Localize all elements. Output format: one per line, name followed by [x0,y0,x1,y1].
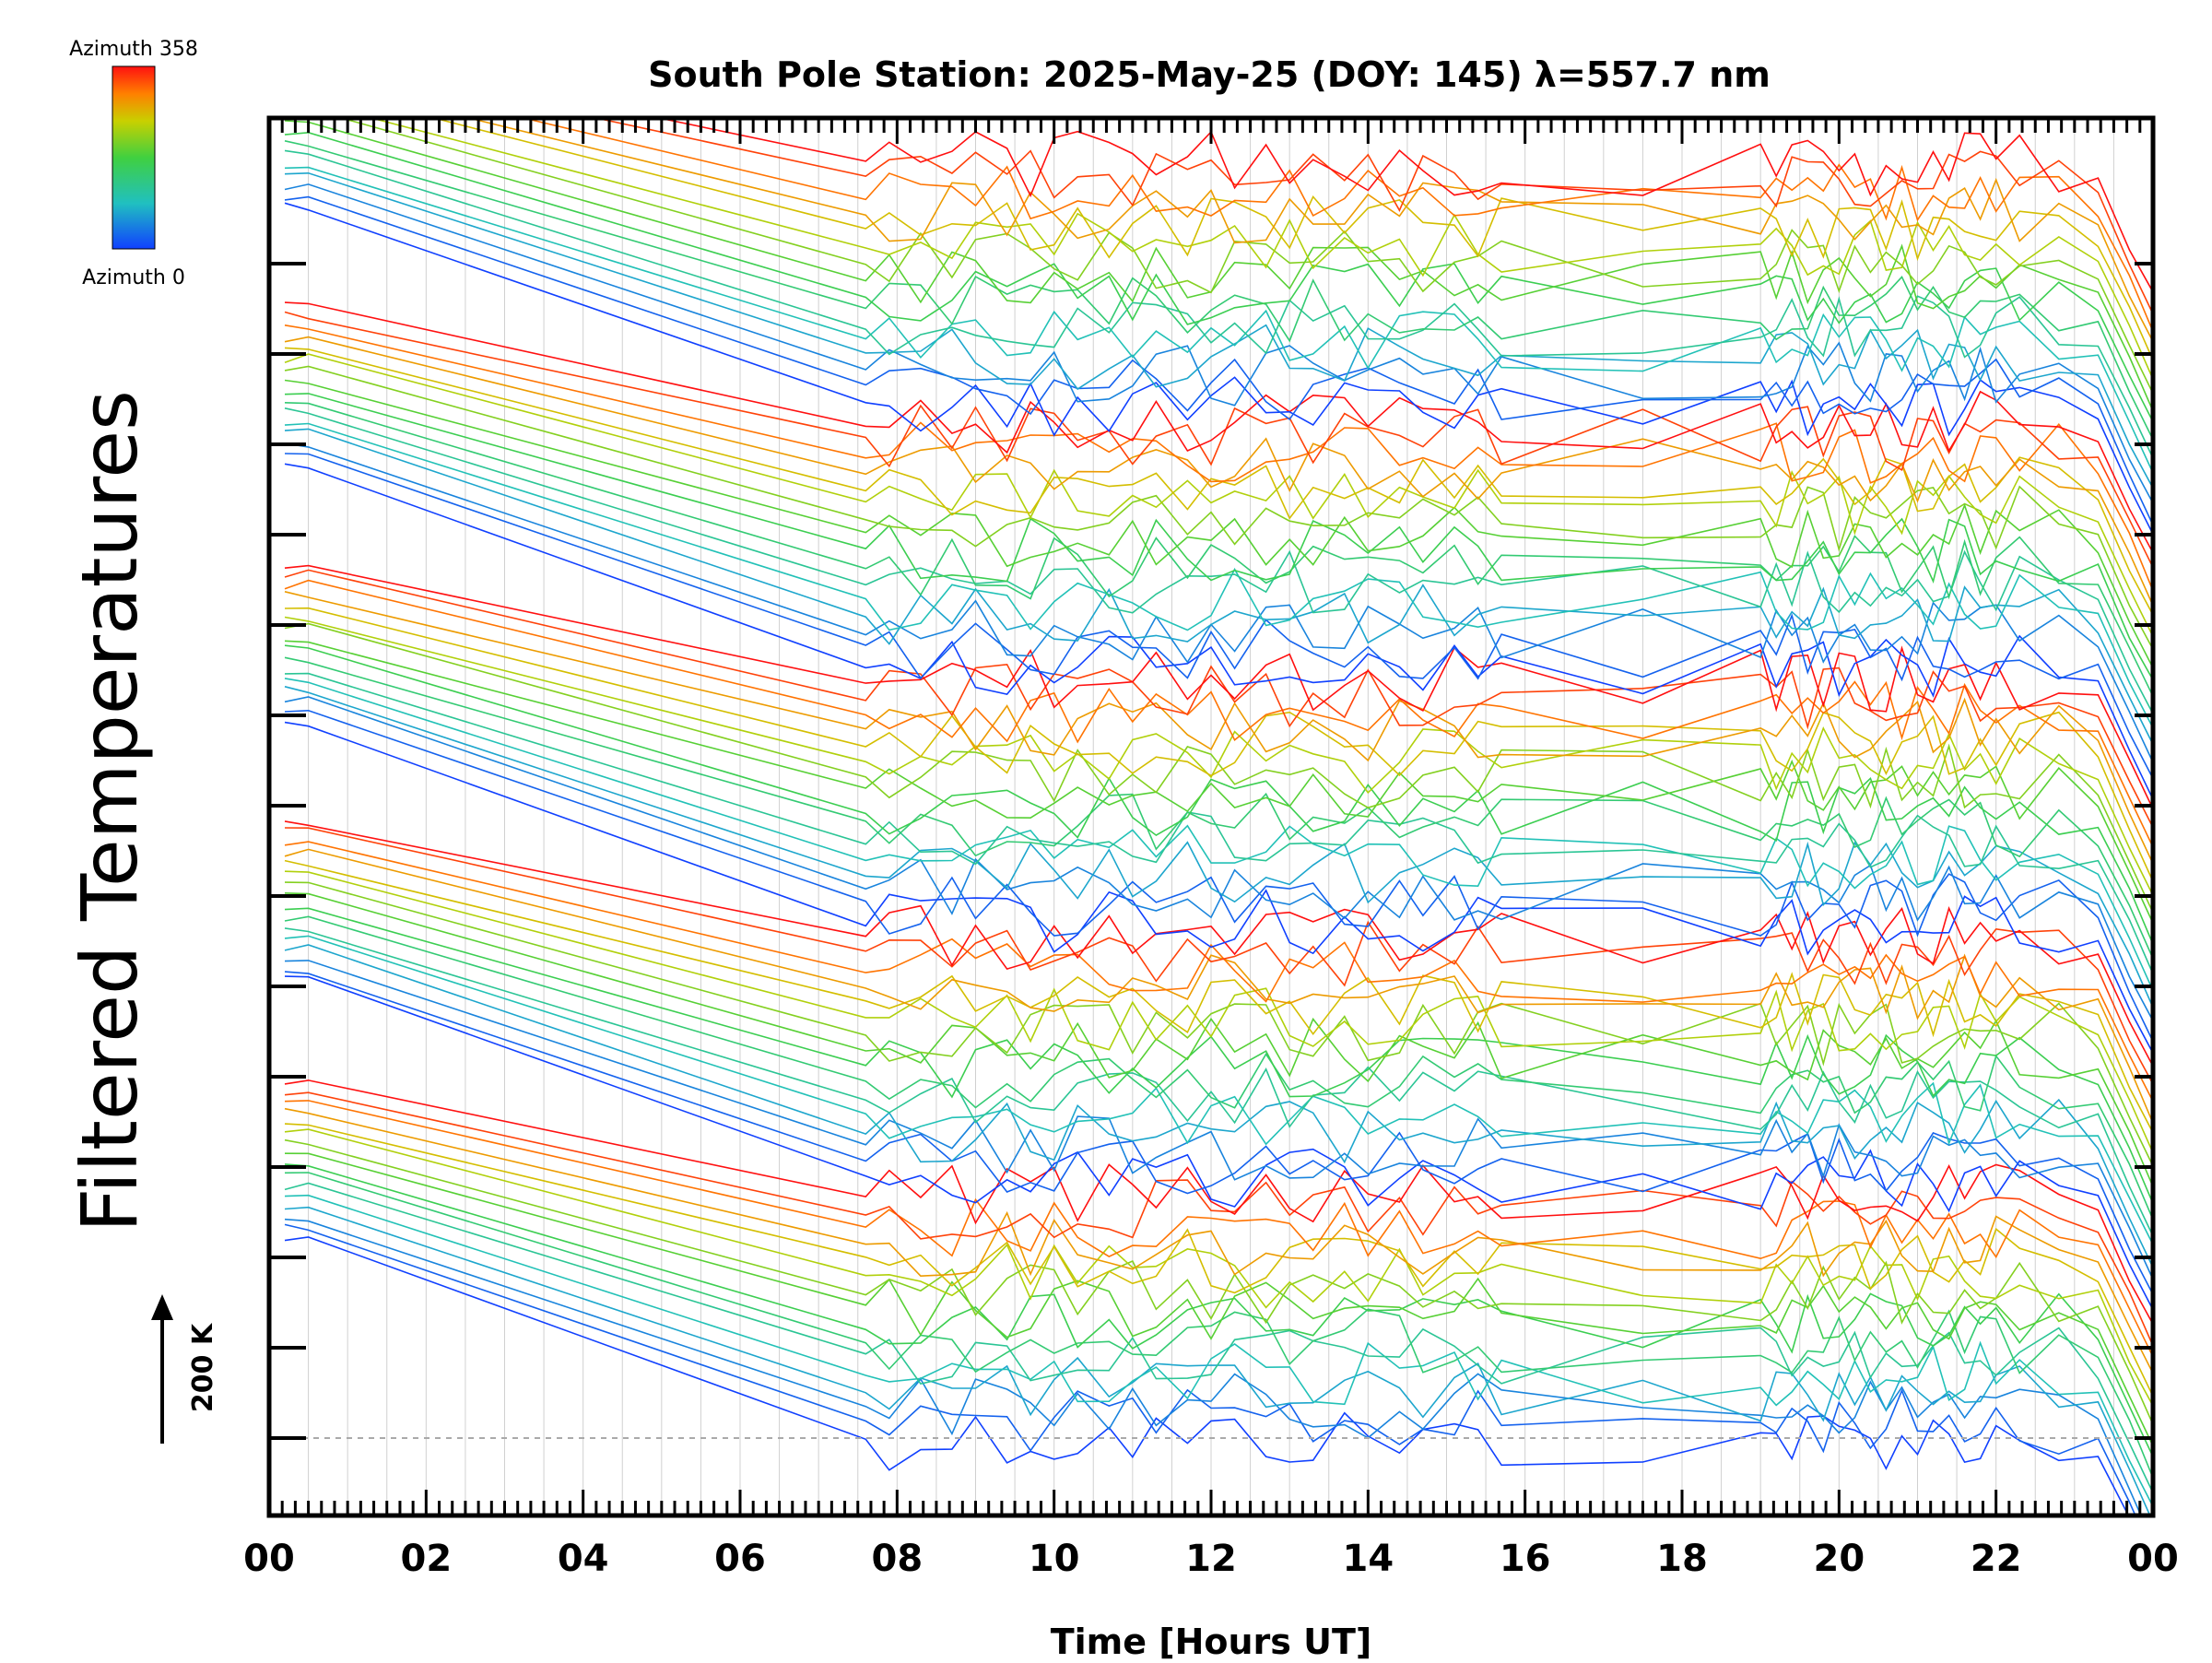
series-line [284,975,2153,1311]
series-line [284,721,2153,1054]
series-line [284,407,2153,714]
series-line [284,579,2153,848]
series-line [284,1182,2153,1493]
x-tick-label: 02 [400,1538,452,1580]
series-line [284,1128,2153,1407]
series-line [284,827,2153,1085]
series-line [284,428,2153,745]
series-line [284,591,2153,865]
series-line [284,453,2153,779]
series-line [284,1138,2153,1425]
chart-title: South Pole Station: 2025-May-25 (DOY: 14… [648,54,1771,95]
series-line [284,870,2153,1154]
series-line [284,892,2153,1187]
series-line [284,1218,2142,1516]
x-axis-label: Time [Hours UT] [1051,1622,1372,1659]
series-line [284,696,2153,1021]
series-line [284,442,2153,763]
series-line [284,353,2153,637]
series-line [284,120,2153,412]
series-line [284,301,2153,554]
series-line [284,131,2153,422]
series-line [284,607,2153,882]
series-line [284,183,2153,504]
x-tick-labels: 00 02 04 06 08 10 12 14 16 18 20 22 00 [243,1538,2179,1580]
series-line [284,644,2153,945]
series-line [284,960,2153,1280]
series-line [593,118,2153,314]
series-line [284,686,2153,1008]
series-line [284,324,2153,592]
series-line [284,1206,2151,1516]
x-tick-label: 10 [1029,1538,1080,1580]
series-line [284,166,2153,474]
series-line [284,1107,2153,1374]
series-line [284,907,2153,1205]
series-line [284,841,2153,1103]
colorbar [112,65,156,250]
series-line [368,118,2153,380]
series-line [284,463,2153,800]
scale-indicator: 200 K [151,1294,219,1444]
scale-arrow-head [151,1294,173,1320]
series-line [284,1123,2153,1398]
x-tick-label: 12 [1185,1538,1237,1580]
plot-frame [266,115,2156,1518]
series-line [430,118,2153,361]
x-tick-label: 14 [1342,1538,1394,1580]
series-line [284,1100,2153,1358]
x-tick-label: 20 [1813,1538,1865,1580]
series-line [284,935,2153,1245]
series-line [284,678,2153,992]
series-line [284,672,2153,974]
series-line [284,1091,2153,1347]
series-line [284,140,2153,441]
series-line [284,1223,2136,1516]
scale-label: 200 K [187,1322,219,1412]
x-tick-label: 00 [2127,1538,2179,1580]
series-line [284,347,2153,616]
x-tick-label: 16 [1500,1538,1551,1580]
series-line [284,202,2153,535]
series-line [284,971,2153,1295]
x-tick-label: 04 [558,1538,609,1580]
series-line [284,881,2153,1167]
series-line [284,195,2153,526]
series-line [284,1079,2153,1325]
series-line [284,569,2153,829]
x-tick-label: 18 [1656,1538,1708,1580]
series-line [284,1152,2153,1446]
series-line [284,915,2153,1221]
series-line [284,1172,2153,1479]
series-line [284,622,2153,914]
colorbar-top-label: Azimuth 358 [69,38,198,61]
series-line [284,944,2153,1268]
series-line [284,709,2153,1043]
series-line [284,171,2153,489]
series-line [284,927,2153,1237]
series-line [284,311,2153,569]
series-line [284,422,2153,729]
series-line [465,118,2153,342]
x-tick-label: 00 [243,1538,295,1580]
x-tick-label: 06 [714,1538,766,1580]
x-tick-label: 08 [871,1538,923,1580]
series-line [284,848,2153,1124]
x-tick-label: 22 [1971,1538,2022,1580]
series-line [284,336,2153,607]
series-line [284,656,2153,960]
series-line [284,640,2153,924]
series-line [655,118,2153,293]
series-group [284,118,2153,1516]
series-line [520,118,2153,333]
series-line [284,149,2153,459]
axis-ticks [267,118,2155,1516]
colorbar-bottom-label: Azimuth 0 [82,266,185,289]
y-axis-label: Filtered Temperatures [65,390,155,1233]
series-line [284,1163,2153,1457]
series-line [284,402,2153,697]
